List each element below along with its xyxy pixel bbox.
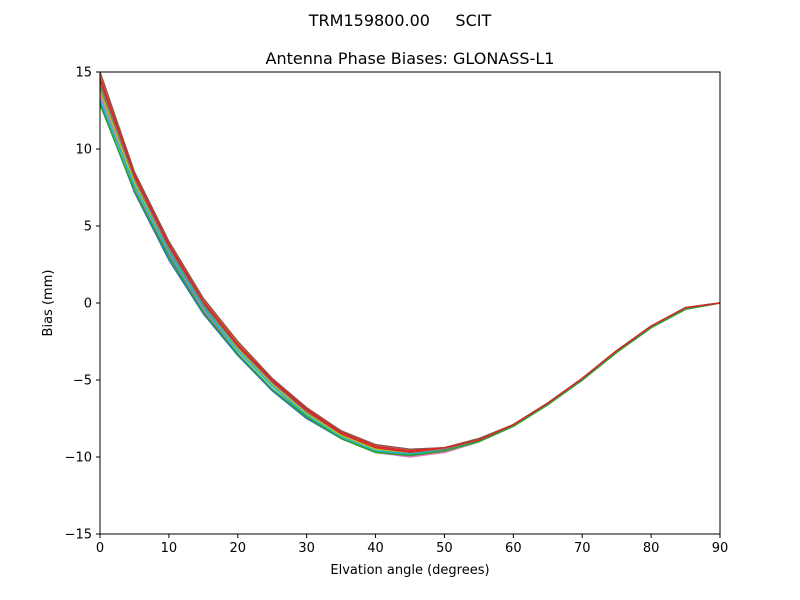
y-tick-label: 0 bbox=[84, 297, 92, 312]
x-tick-label: 20 bbox=[230, 541, 247, 556]
x-tick-label: 10 bbox=[161, 541, 178, 556]
series-line-11 bbox=[99, 77, 721, 452]
x-tick-label: 70 bbox=[574, 541, 591, 556]
y-tick-label: −10 bbox=[65, 451, 92, 466]
series-line-10 bbox=[99, 104, 721, 457]
x-tick-label: 90 bbox=[712, 541, 729, 556]
x-tick-label: 30 bbox=[298, 541, 315, 556]
y-tick-label: −15 bbox=[65, 528, 92, 543]
x-tick-label: 40 bbox=[367, 541, 384, 556]
x-tick-label: 80 bbox=[643, 541, 660, 556]
y-tick-label: 15 bbox=[75, 66, 92, 81]
chart-title: Antenna Phase Biases: GLONASS-L1 bbox=[266, 49, 555, 68]
y-axis-label: Bias (mm) bbox=[41, 270, 56, 337]
plot-frame bbox=[99, 71, 721, 535]
x-tick-label: 50 bbox=[436, 541, 453, 556]
y-tick-label: −5 bbox=[73, 374, 92, 389]
y-tick-label: 5 bbox=[84, 220, 92, 235]
figure-suptitle: TRM159800.00 SCIT bbox=[308, 11, 492, 30]
x-axis-label: Elvation angle (degrees) bbox=[330, 563, 489, 578]
series-layer bbox=[99, 71, 721, 458]
x-tick-label: 0 bbox=[96, 541, 104, 556]
x-tick-label: 60 bbox=[505, 541, 522, 556]
y-tick-label: 10 bbox=[75, 143, 92, 158]
ticks-layer: 0 10 20 30 40 50 60 70 80 90 −15 −10 −5 0 5 10 15 bbox=[65, 66, 729, 557]
